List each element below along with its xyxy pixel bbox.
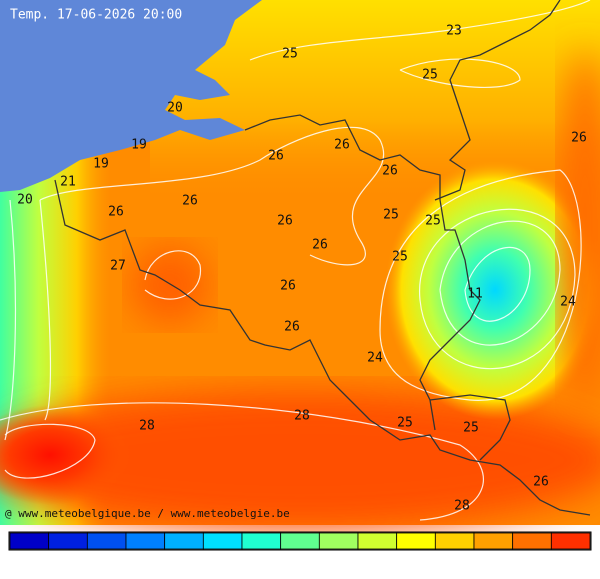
scale-swatch — [241, 532, 282, 550]
footer-credit: @ www.meteobelgique.be / www.meteobelgie… — [5, 507, 290, 520]
temperature-label: 26 — [571, 131, 587, 146]
temperature-label: 19 — [131, 138, 147, 153]
scale-swatch — [357, 532, 398, 550]
temperature-label: 21 — [60, 175, 76, 190]
scale-swatch — [434, 532, 475, 550]
temperature-label: 20 — [17, 193, 33, 208]
map-title: Temp. 17-06-2026 20:00 — [10, 8, 182, 23]
temperature-label: 25 — [463, 421, 479, 436]
scale-swatch — [164, 532, 204, 550]
scale-frame — [8, 531, 592, 551]
temperature-label: 25 — [383, 208, 399, 223]
sea — [0, 0, 262, 192]
scale-swatch — [512, 532, 552, 550]
temperature-label: 25 — [392, 250, 408, 265]
temperature-label: 25 — [422, 68, 438, 83]
scale-swatch — [550, 532, 591, 550]
temperature-label: 28 — [139, 419, 155, 434]
temperature-label: 26 — [312, 238, 328, 253]
temperature-label: 26 — [284, 320, 300, 335]
temperature-label: 24 — [560, 295, 576, 310]
temperature-label: 26 — [182, 194, 198, 209]
temperature-label: 26 — [268, 149, 284, 164]
temperature-label: 26 — [280, 279, 296, 294]
temperature-label: 26 — [108, 205, 124, 220]
scale-swatch — [318, 532, 359, 550]
temperature-label: 19 — [93, 157, 109, 172]
temperature-label: 11 — [467, 287, 483, 302]
borders — [54, 0, 591, 516]
temperature-label: 26 — [382, 164, 398, 179]
field — [0, 0, 600, 530]
scale-swatch — [280, 532, 320, 550]
scale-swatch — [202, 532, 243, 550]
temperature-label: 26 — [334, 138, 350, 153]
temperature-label: 26 — [277, 214, 293, 229]
temperature-label: 25 — [425, 214, 441, 229]
scale-swatch — [396, 532, 436, 550]
temperature-label: 27 — [110, 259, 126, 274]
scale-swatch — [125, 532, 166, 550]
temperature-label: 28 — [294, 409, 310, 424]
scale-swatch — [473, 532, 514, 550]
temperature-label: 23 — [446, 24, 462, 39]
temperature-label: 28 — [454, 499, 470, 514]
scale-swatch — [86, 532, 127, 550]
temperature-label: 24 — [367, 351, 383, 366]
temperature-label: 25 — [282, 47, 298, 62]
temperature-label: 20 — [167, 101, 183, 116]
temperature-label: 26 — [533, 475, 549, 490]
scale-swatch — [48, 532, 88, 550]
scale-swatch — [9, 532, 50, 550]
temperature-label: 25 — [397, 416, 413, 431]
